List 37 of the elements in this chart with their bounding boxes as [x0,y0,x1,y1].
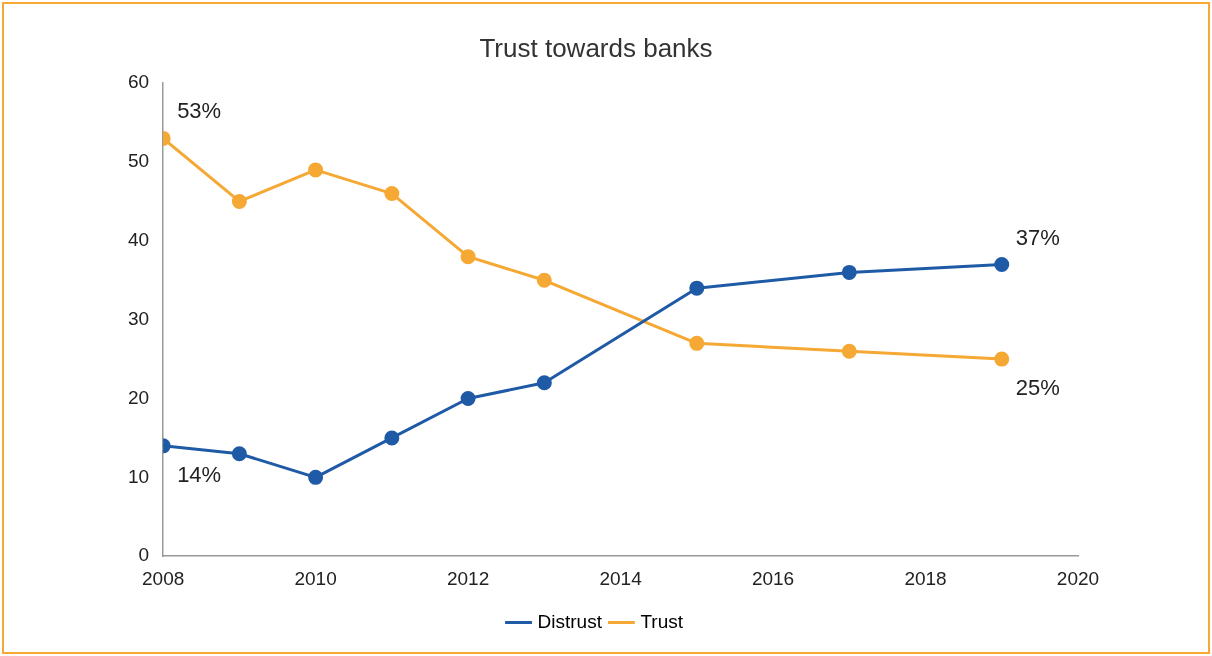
x-tick-label: 2014 [599,567,643,589]
y-tick-label: 0 [138,544,150,566]
x-tick-label: 2020 [1056,567,1100,589]
data-label: 53% [177,98,222,124]
x-tick-label: 2010 [294,567,337,589]
point [689,335,705,351]
y-tick-label: 60 [127,71,150,93]
point [689,280,705,296]
chart-title: Trust towards banks [479,32,713,63]
point [536,272,552,288]
point [384,430,400,446]
point [231,193,247,209]
data-label: 14% [177,461,222,487]
x-tick-label: 2008 [141,567,185,589]
legend-label: Distrust [537,610,603,632]
x-tick-label: 2018 [904,567,947,589]
point [994,351,1010,367]
point [308,162,324,178]
y-tick-label: 40 [127,229,150,251]
point [460,391,476,407]
data-label: 37% [1015,224,1060,250]
point [384,186,400,202]
x-tick-label: 2016 [751,567,795,589]
point [841,264,857,280]
y-tick-label: 50 [127,150,150,172]
point [994,257,1010,273]
legend-label: Trust [640,610,684,632]
point [841,343,857,359]
y-tick-label: 10 [127,465,150,487]
point [308,469,324,485]
y-tick-label: 30 [127,307,150,329]
point [536,375,552,391]
y-tick-label: 20 [127,386,150,408]
point [460,249,476,265]
x-tick-label: 2012 [446,567,490,589]
data-label: 25% [1015,375,1060,401]
point [231,446,247,462]
